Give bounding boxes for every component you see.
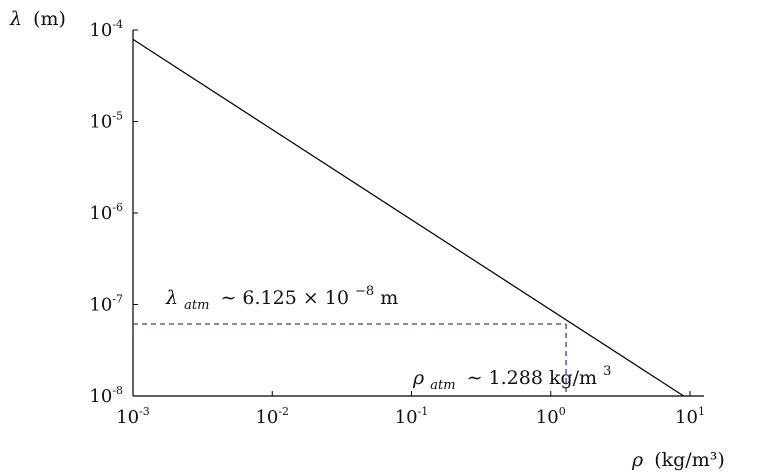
y-axis-symbol: λ bbox=[9, 8, 22, 30]
y-tick-label: 10-5 bbox=[89, 110, 123, 133]
y-axis-unit: (m) bbox=[33, 8, 66, 30]
lambda-atm-annotation: λ atm ∼ 6.125 × 10 −8 m bbox=[165, 278, 398, 314]
lambda-atm-subscript: atm bbox=[184, 298, 209, 313]
rho-atm-value: ∼ 1.288 kg/m bbox=[467, 367, 598, 389]
lambda-atm-unit: m bbox=[380, 287, 398, 309]
x-tick-label: 101 bbox=[675, 405, 705, 428]
x-tick-label: 10-1 bbox=[395, 405, 429, 428]
rho-atm-annotation: ρ atm ∼ 1.288 kg/m 3 bbox=[412, 364, 611, 394]
rho-atm-exponent: 3 bbox=[603, 364, 611, 379]
rho-atm-subscript: atm bbox=[430, 378, 455, 393]
lambda-atm-value: ∼ 6.125 × 10 bbox=[220, 287, 349, 309]
y-tick-label: 10-8 bbox=[89, 384, 123, 407]
x-tick-label: 10-3 bbox=[116, 405, 150, 428]
lambda-atm-exponent: −8 bbox=[355, 284, 374, 299]
x-axis-unit: (kg/m³) bbox=[654, 449, 725, 471]
y-axis-label: λ (m) bbox=[9, 8, 66, 30]
x-axis-label: ρ (kg/m³) bbox=[631, 449, 725, 471]
y-tick-label: 10-7 bbox=[89, 293, 123, 316]
lambda-atm-symbol: λ bbox=[165, 287, 178, 309]
y-tick-label: 10-6 bbox=[89, 201, 123, 224]
series-line bbox=[132, 38, 684, 397]
x-axis-symbol: ρ bbox=[631, 449, 644, 471]
rho-atm-symbol: ρ bbox=[412, 367, 425, 389]
y-tick-label: 10-4 bbox=[89, 18, 123, 41]
x-tick-label: 10-2 bbox=[255, 405, 289, 428]
x-tick-label: 100 bbox=[536, 405, 566, 428]
